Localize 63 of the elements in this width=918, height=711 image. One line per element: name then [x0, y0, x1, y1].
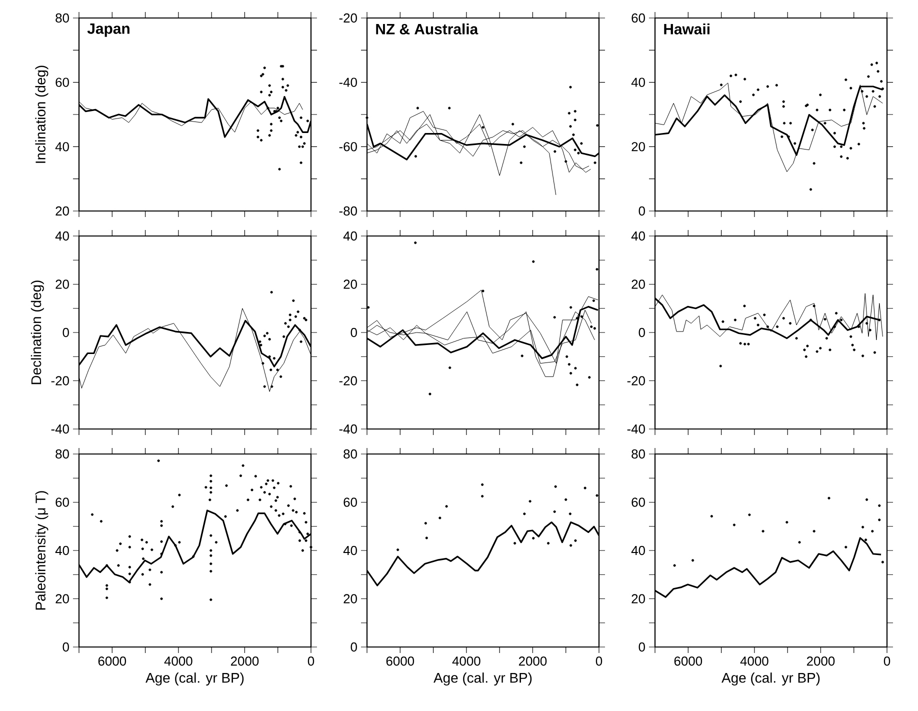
x-axis-title: Age (cal. yr BP)	[722, 672, 820, 686]
y-tick-label: 20	[632, 280, 645, 289]
y-tick-label: -60	[339, 142, 357, 152]
y-tick-label: 60	[56, 498, 69, 507]
y-tick-label: 0	[62, 642, 69, 652]
y-tick-label: 40	[343, 231, 357, 241]
y-tick-label: 60	[632, 498, 645, 507]
y-tick-label: 80	[632, 449, 645, 459]
x-tick-label: 6000	[386, 656, 414, 666]
x-tick-label: 6000	[98, 656, 126, 666]
y-tick-label: 20	[56, 280, 69, 289]
y-axis-title: Declination (deg)	[30, 280, 44, 384]
y-tick-label: 0	[350, 328, 357, 338]
y-tick-label: -20	[627, 376, 645, 386]
y-tick-label: 0	[638, 328, 645, 338]
y-tick-label: -40	[339, 78, 357, 87]
y-tick-label: -20	[51, 376, 69, 386]
y-tick-label: 80	[56, 449, 69, 459]
x-tick-label: 2000	[806, 656, 835, 666]
y-tick-label: 20	[56, 594, 69, 604]
x-tick-label: 2000	[230, 656, 259, 666]
y-tick-label: 60	[344, 498, 357, 507]
x-tick-label: 0	[308, 656, 314, 666]
y-tick-label: 60	[632, 13, 645, 23]
chart-title: Hawaii	[664, 23, 710, 34]
y-tick-label: -40	[339, 424, 357, 434]
y-tick-label: 80	[344, 449, 357, 459]
x-tick-label: 0	[884, 656, 890, 666]
y-tick-label: -40	[51, 424, 69, 434]
chart-title: Japan	[87, 23, 130, 37]
y-axis-title: Paleointensity (μ T)	[35, 491, 48, 610]
y-tick-label: 20	[344, 280, 357, 289]
y-tick-label: 20	[56, 206, 69, 216]
y-tick-label: 0	[638, 206, 645, 216]
y-tick-label: 0	[62, 328, 69, 338]
y-tick-label: 0	[350, 642, 357, 652]
x-tick-label: 4000	[452, 656, 480, 666]
y-tick-label: 40	[631, 546, 645, 556]
y-tick-label: -80	[339, 206, 357, 216]
x-tick-label: 2000	[518, 656, 547, 666]
chart-title: NZ & Australia	[376, 23, 478, 34]
y-tick-label: 40	[631, 78, 645, 87]
y-tick-label: -40	[627, 424, 645, 434]
y-tick-label: 0	[638, 642, 645, 652]
y-tick-label: 40	[631, 231, 645, 241]
y-tick-label: 20	[344, 594, 357, 604]
x-axis-title: Age (cal. yr BP)	[434, 672, 532, 686]
x-tick-label: 0	[596, 656, 602, 666]
y-tick-label: 40	[343, 546, 357, 556]
y-tick-label: 20	[632, 594, 645, 604]
y-tick-label: 80	[56, 13, 69, 23]
y-axis-title: Inclination (deg)	[35, 66, 48, 163]
y-tick-label: -20	[339, 376, 357, 386]
y-tick-label: 40	[55, 231, 69, 241]
x-tick-label: 6000	[674, 656, 702, 666]
x-tick-label: 4000	[740, 656, 768, 666]
y-tick-label: 40	[55, 142, 69, 152]
x-axis-title: Age (cal. yr BP)	[146, 672, 244, 686]
y-tick-label: 60	[56, 78, 69, 87]
y-tick-label: -20	[339, 13, 357, 23]
y-tick-label: 20	[632, 142, 645, 152]
y-tick-label: 40	[55, 546, 69, 556]
x-tick-label: 4000	[164, 656, 192, 666]
